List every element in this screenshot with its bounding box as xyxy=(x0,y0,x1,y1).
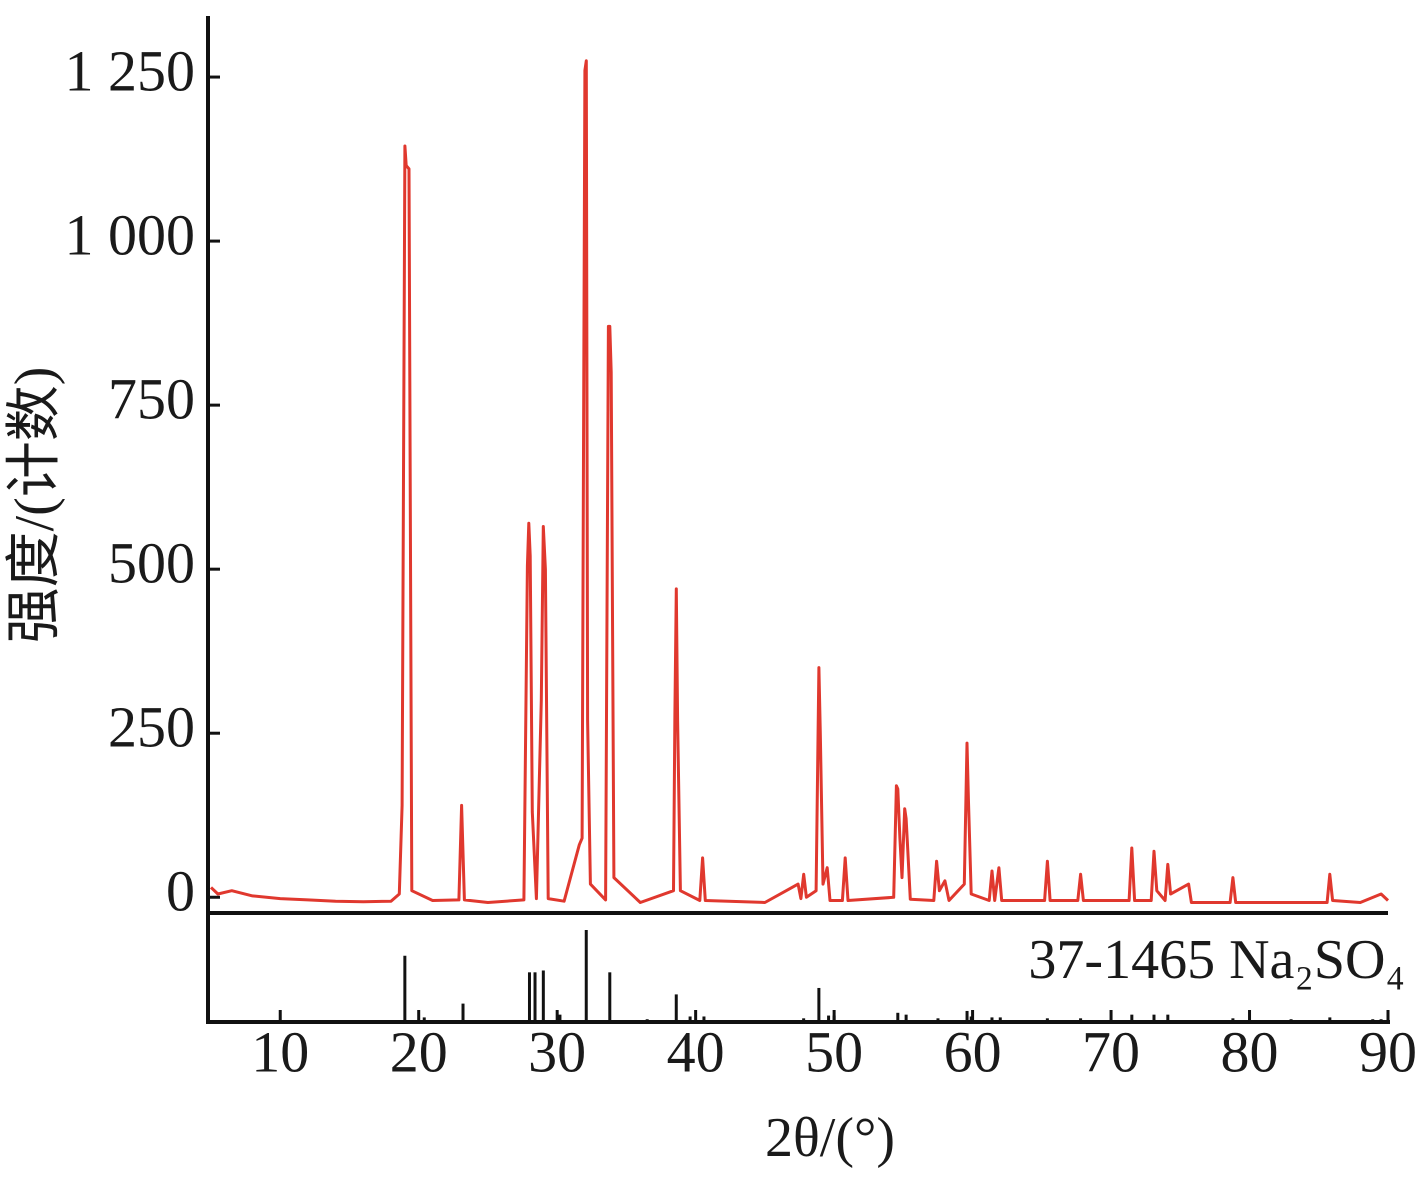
x-tick-label: 80 xyxy=(1221,1019,1279,1084)
x-tick-label: 50 xyxy=(805,1019,863,1084)
x-tick-label: 10 xyxy=(251,1019,309,1084)
y-axis-label: 强度/(计数) xyxy=(4,367,66,644)
x-tick-label: 90 xyxy=(1359,1019,1417,1084)
y-tick-label: 1 000 xyxy=(65,202,196,267)
x-axis-label: 2θ/(°) xyxy=(765,1107,895,1169)
y-tick-label: 1 250 xyxy=(65,38,196,103)
x-tick-label: 70 xyxy=(1082,1019,1140,1084)
pattern-line xyxy=(209,59,1390,904)
y-tick-label: 750 xyxy=(108,366,195,431)
y-tick-label: 500 xyxy=(108,530,195,595)
reference-label: 37-1465 Na₂SO₄ xyxy=(1028,929,1405,991)
x-tick-label: 60 xyxy=(944,1019,1002,1084)
y-tick-label: 0 xyxy=(166,859,195,924)
x-tick-label: 20 xyxy=(390,1019,448,1084)
y-tick-label: 250 xyxy=(108,695,195,760)
x-tick-label: 30 xyxy=(528,1019,586,1084)
x-tick-label: 40 xyxy=(667,1019,725,1084)
